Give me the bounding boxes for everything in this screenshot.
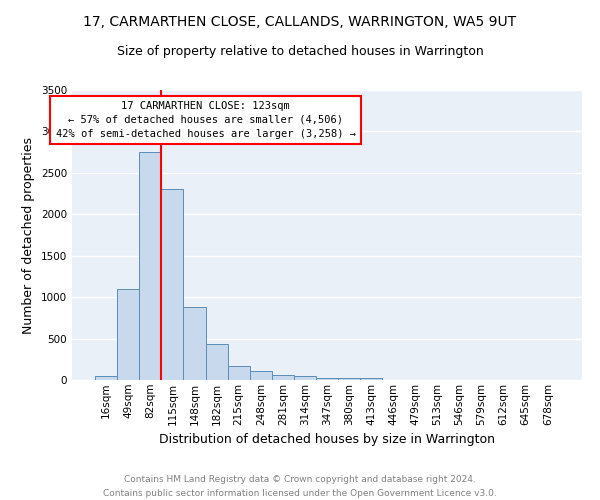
Bar: [117, 289, 139, 380]
Bar: [184, 307, 206, 380]
Bar: [250, 372, 272, 380]
Bar: [316, 378, 338, 380]
Bar: [139, 152, 161, 380]
X-axis label: Distribution of detached houses by size in Warrington: Distribution of detached houses by size …: [159, 433, 495, 446]
Bar: [294, 376, 316, 380]
Bar: [227, 366, 250, 380]
Text: Contains HM Land Registry data © Crown copyright and database right 2024.
Contai: Contains HM Land Registry data © Crown c…: [103, 476, 497, 498]
Text: 17 CARMARTHEN CLOSE: 123sqm
← 57% of detached houses are smaller (4,506)
42% of : 17 CARMARTHEN CLOSE: 123sqm ← 57% of det…: [56, 101, 356, 139]
Text: Size of property relative to detached houses in Warrington: Size of property relative to detached ho…: [116, 45, 484, 58]
Y-axis label: Number of detached properties: Number of detached properties: [22, 136, 35, 334]
Bar: [95, 376, 117, 380]
Bar: [360, 378, 382, 380]
Bar: [161, 190, 184, 380]
Bar: [272, 374, 294, 380]
Bar: [338, 378, 360, 380]
Bar: [206, 344, 227, 380]
Text: 17, CARMARTHEN CLOSE, CALLANDS, WARRINGTON, WA5 9UT: 17, CARMARTHEN CLOSE, CALLANDS, WARRINGT…: [83, 15, 517, 29]
